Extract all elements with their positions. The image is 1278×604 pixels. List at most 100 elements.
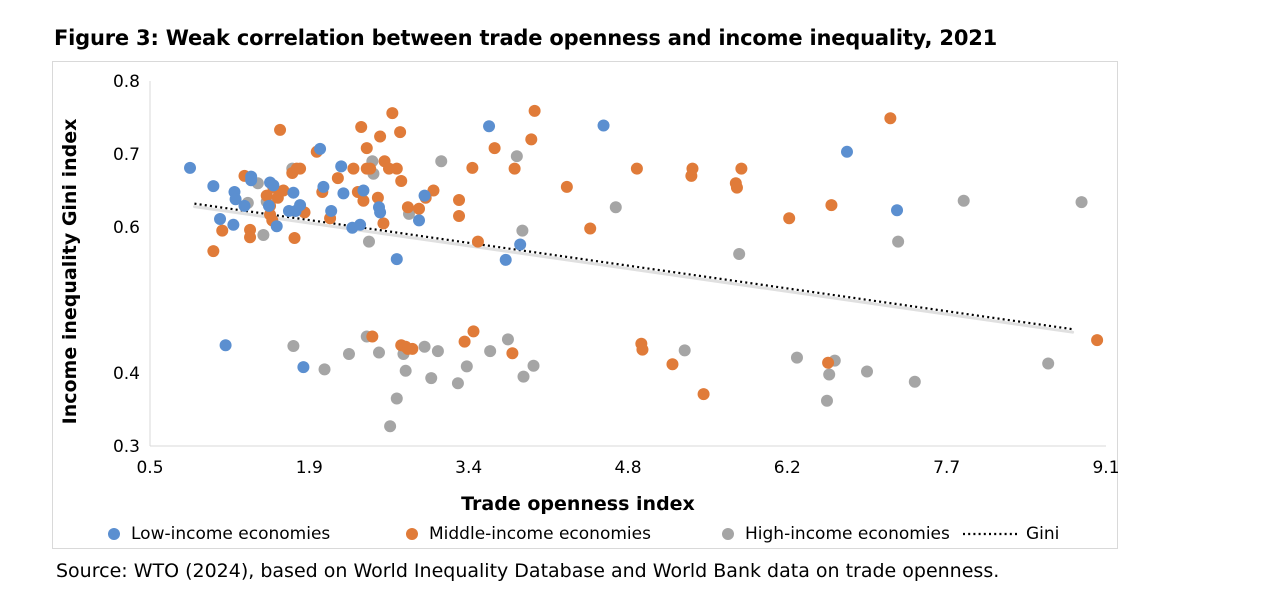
- x-tick-label: 9.1: [1092, 458, 1119, 478]
- data-point-middle-income: [506, 347, 519, 360]
- y-tick-label: 0.3: [113, 437, 140, 457]
- legend-marker-trendline: [963, 532, 1018, 536]
- data-point-high-income: [1042, 357, 1055, 370]
- data-point-high-income: [510, 150, 523, 163]
- data-point-middle-income: [274, 123, 287, 136]
- data-point-low-income: [294, 199, 307, 212]
- data-point-high-income: [517, 370, 530, 383]
- data-point-middle-income: [357, 194, 370, 207]
- figure-source: Source: WTO (2024), based on World Inequ…: [56, 560, 1000, 582]
- data-point-high-income: [957, 194, 970, 207]
- data-point-middle-income: [355, 120, 368, 133]
- chart-frame: [52, 61, 1118, 549]
- data-point-high-income: [384, 420, 397, 433]
- data-point-middle-income: [207, 245, 220, 258]
- data-point-middle-income: [427, 184, 440, 197]
- data-point-high-income: [790, 351, 803, 364]
- y-tick-label: 0.8: [113, 72, 140, 92]
- data-point-middle-income: [377, 217, 390, 230]
- data-point-low-income: [287, 186, 300, 199]
- legend-marker-high-income: [722, 528, 734, 540]
- data-point-low-income: [335, 160, 348, 173]
- data-point-high-income: [425, 372, 438, 385]
- data-point-high-income: [257, 229, 270, 242]
- data-point-high-income: [418, 340, 431, 353]
- legend-marker-middle-income: [406, 528, 418, 540]
- data-point-middle-income: [294, 162, 307, 175]
- data-point-high-income: [399, 364, 412, 377]
- data-point-middle-income: [360, 142, 373, 155]
- data-point-middle-income: [686, 162, 699, 175]
- data-point-low-income: [840, 145, 853, 158]
- data-point-middle-income: [331, 172, 344, 185]
- data-point-middle-income: [453, 210, 466, 223]
- data-point-high-income: [431, 345, 444, 358]
- data-point-middle-income: [390, 162, 403, 175]
- data-point-low-income: [337, 187, 350, 200]
- data-point-low-income: [245, 174, 258, 187]
- data-point-middle-income: [1091, 334, 1104, 347]
- x-tick-label: 7.7: [933, 458, 960, 478]
- data-point-middle-income: [884, 112, 897, 125]
- data-point-middle-income: [636, 343, 649, 356]
- data-point-middle-income: [453, 193, 466, 206]
- data-point-low-income: [214, 212, 227, 225]
- data-point-middle-income: [666, 358, 679, 371]
- data-point-high-income: [318, 363, 331, 376]
- data-point-middle-income: [216, 224, 229, 237]
- data-point-high-income: [908, 375, 921, 388]
- data-point-high-income: [342, 348, 355, 361]
- data-point-low-income: [514, 238, 527, 251]
- data-point-middle-income: [366, 330, 379, 343]
- data-point-middle-income: [364, 162, 377, 175]
- data-point-middle-income: [458, 335, 471, 348]
- data-point-middle-income: [347, 162, 360, 175]
- data-point-low-income: [354, 218, 367, 231]
- legend-item-low-income: Low-income economies: [108, 524, 330, 544]
- data-point-middle-income: [244, 231, 257, 244]
- data-point-low-income: [374, 206, 387, 219]
- data-point-middle-income: [401, 201, 414, 214]
- data-point-middle-income: [471, 235, 484, 248]
- data-point-middle-income: [560, 180, 573, 193]
- legend-item-high-income: High-income economies: [722, 524, 950, 544]
- data-point-low-income: [314, 142, 327, 155]
- data-point-high-income: [609, 201, 622, 214]
- data-point-high-income: [527, 359, 540, 372]
- x-tick-label: 1.9: [296, 458, 323, 478]
- data-point-low-income: [229, 193, 242, 206]
- data-point-low-income: [317, 180, 330, 193]
- data-point-low-income: [267, 179, 280, 192]
- x-tick-label: 3.4: [455, 458, 482, 478]
- data-point-middle-income: [386, 107, 399, 120]
- data-point-low-income: [325, 204, 338, 217]
- data-point-middle-income: [467, 325, 480, 338]
- y-tick-label: 0.6: [113, 218, 140, 238]
- data-point-high-income: [1075, 196, 1088, 209]
- data-point-high-income: [733, 248, 746, 261]
- legend-label-gini: Gini: [1026, 524, 1060, 544]
- data-point-high-income: [372, 346, 385, 359]
- data-point-middle-income: [395, 175, 408, 188]
- data-point-middle-income: [406, 342, 419, 355]
- data-point-high-income: [820, 394, 833, 407]
- data-point-middle-income: [488, 142, 501, 155]
- data-point-middle-income: [260, 189, 273, 202]
- data-point-middle-income: [697, 388, 710, 401]
- data-point-middle-income: [783, 212, 796, 225]
- data-point-low-income: [184, 161, 197, 174]
- data-point-low-income: [270, 220, 283, 233]
- data-point-low-income: [207, 180, 220, 193]
- data-point-middle-income: [288, 231, 301, 244]
- legend-item-gini-trendline: Gini: [963, 524, 1059, 544]
- data-point-middle-income: [822, 356, 835, 369]
- data-point-high-income: [435, 155, 448, 168]
- x-tick-label: 4.8: [614, 458, 641, 478]
- data-point-low-income: [418, 189, 431, 202]
- data-point-low-income: [238, 199, 251, 212]
- data-point-middle-income: [735, 162, 748, 175]
- data-point-middle-income: [508, 162, 521, 175]
- data-point-high-income: [516, 224, 529, 237]
- x-axis-title: Trade openness index: [461, 493, 695, 515]
